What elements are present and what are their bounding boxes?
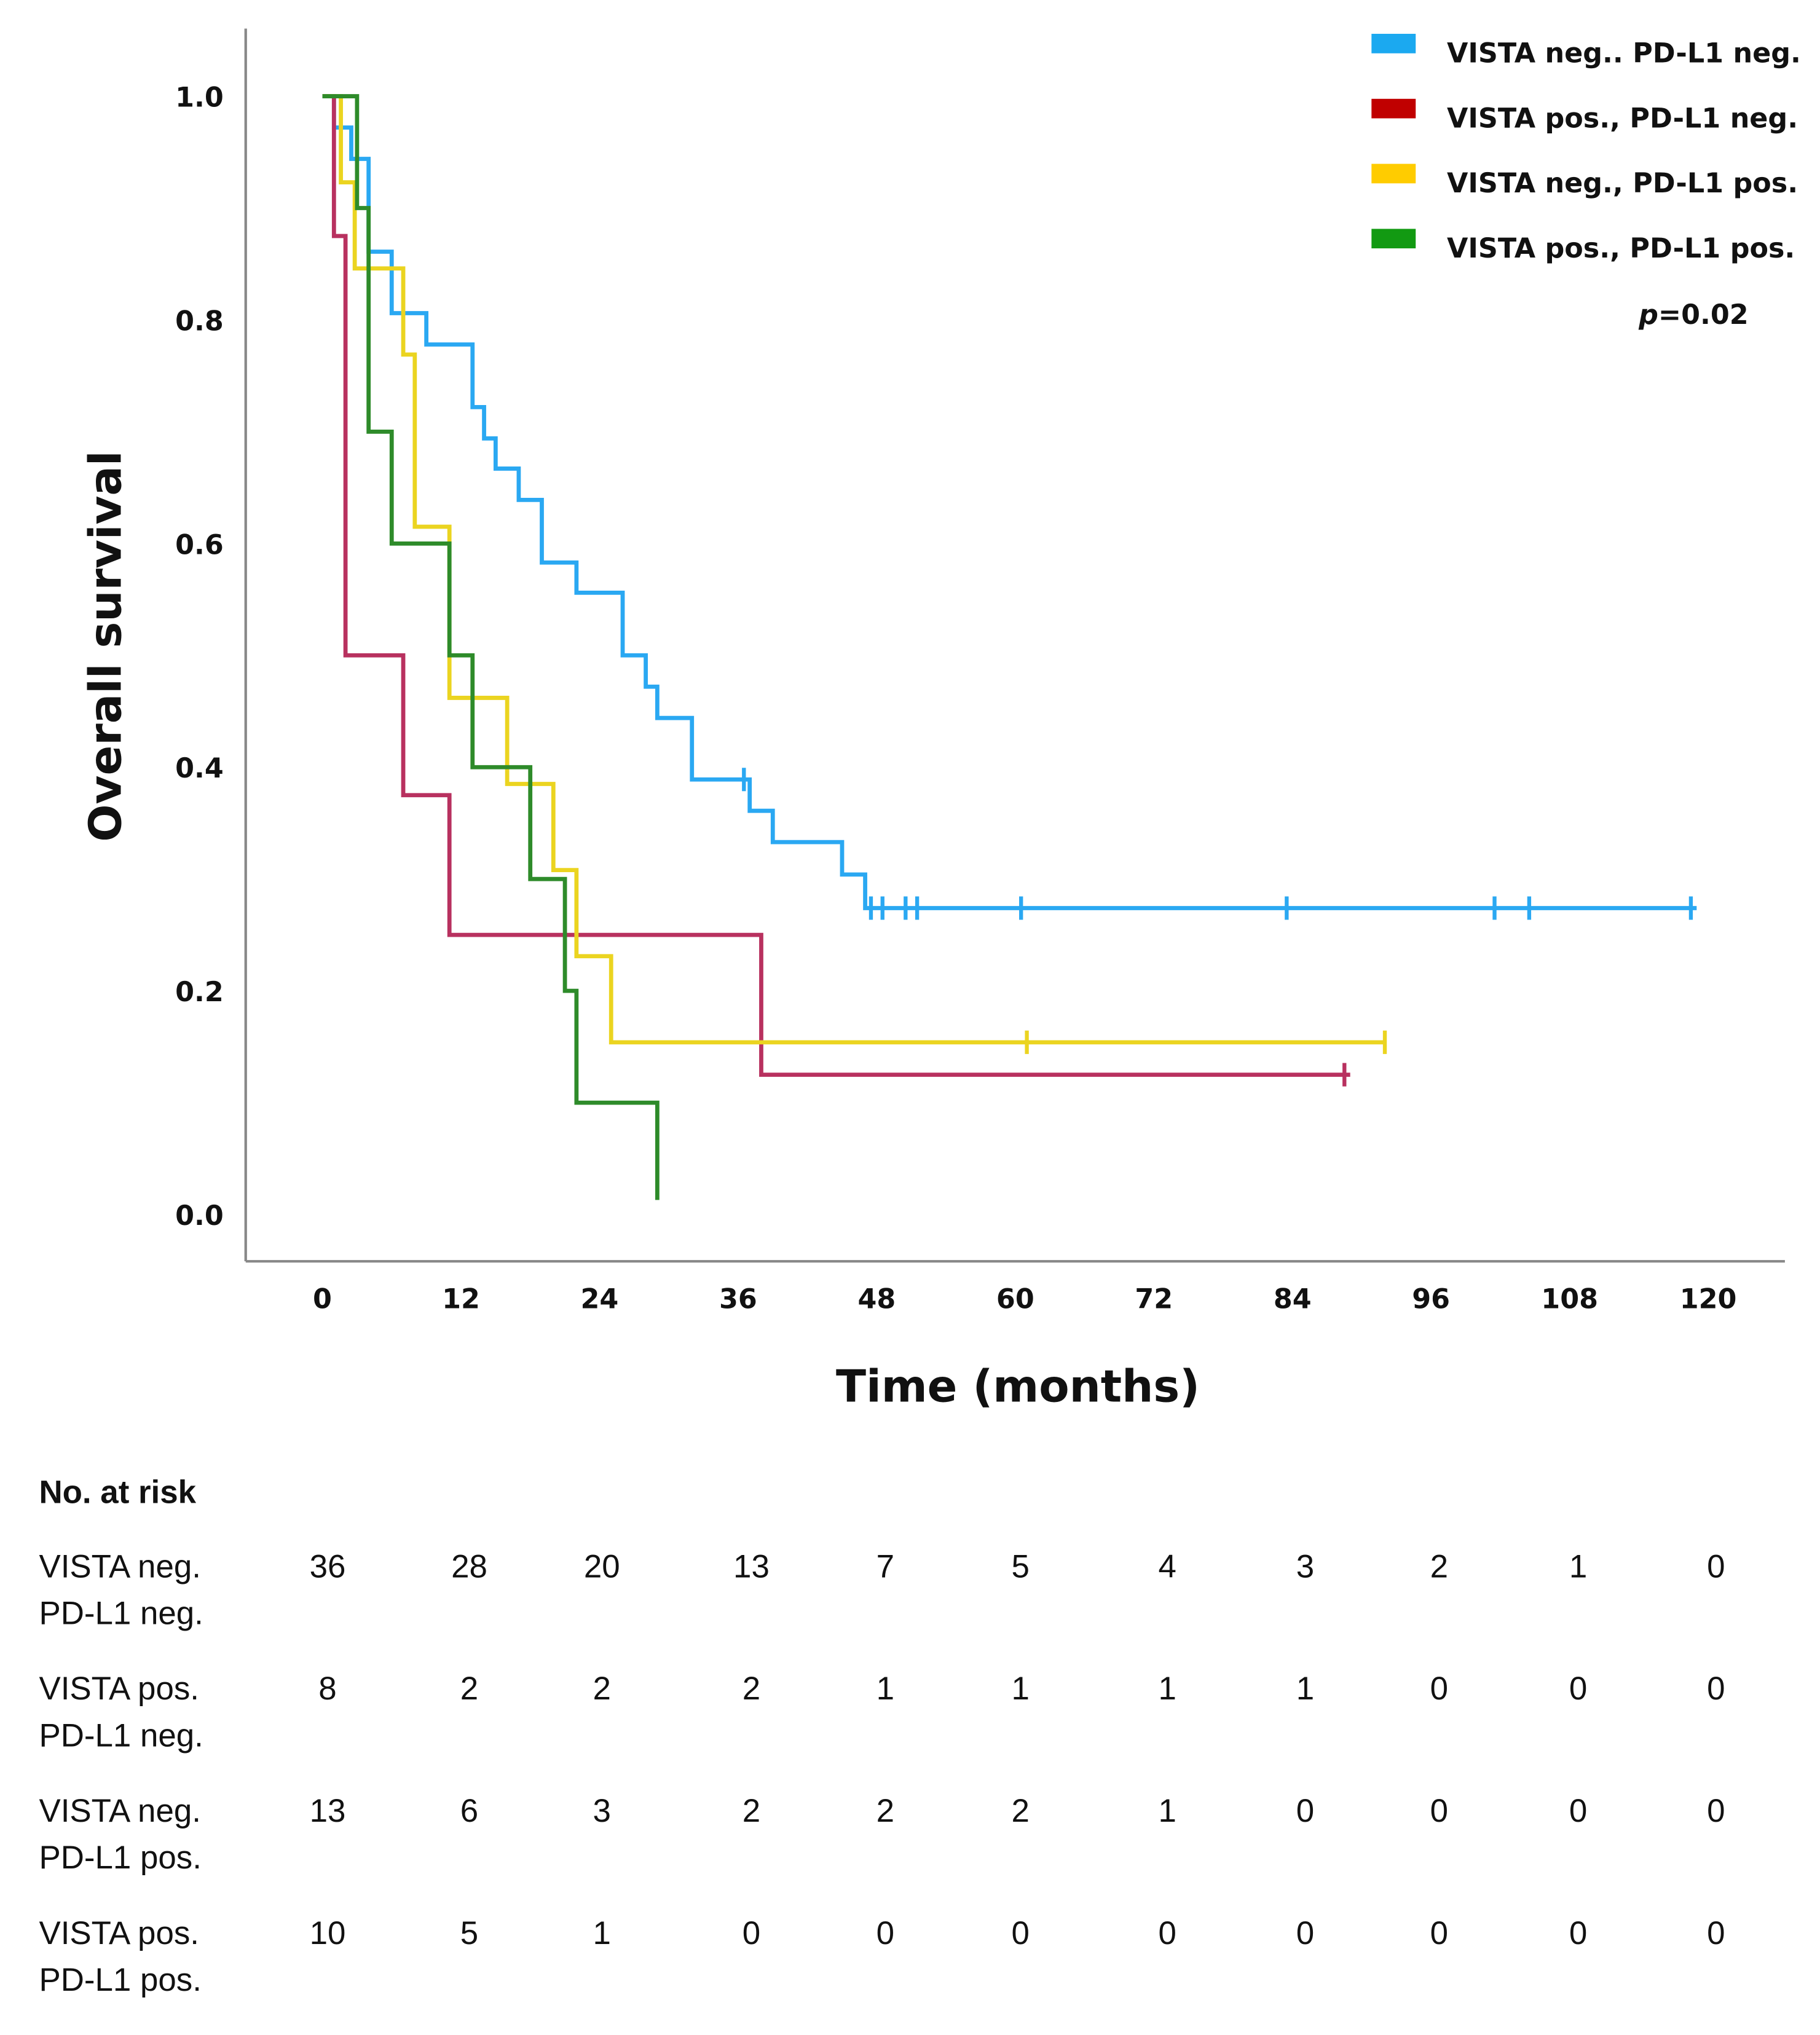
p-value: p=0.02 [1638, 299, 1749, 331]
risk-count: 1 [593, 1915, 611, 1951]
survival-curve-series-3 [322, 94, 1385, 1045]
risk-count: 0 [1707, 1548, 1725, 1584]
risk-count: 2 [1012, 1793, 1030, 1829]
risk-count: 36 [310, 1548, 346, 1584]
risk-count: 5 [1012, 1548, 1030, 1584]
risk-count: 3 [593, 1793, 611, 1829]
risk-count: 2 [743, 1793, 760, 1829]
x-tick-label: 108 [1541, 1283, 1598, 1315]
risk-count: 10 [310, 1915, 346, 1951]
risk-count: 1 [877, 1671, 894, 1707]
legend-swatch [1371, 34, 1416, 53]
legend-label: VISTA pos., PD-L1 neg. [1447, 103, 1798, 134]
y-tick-label: 0.2 [175, 977, 224, 1008]
risk-count: 2 [460, 1671, 478, 1707]
risk-row-label: VISTA pos. [39, 1671, 199, 1707]
risk-table: No. at risk VISTA neg.PD-L1 neg.36 28 20 13… [39, 1474, 1725, 1998]
x-tick-label: 0 [313, 1283, 332, 1315]
risk-count: 0 [743, 1915, 760, 1951]
survival-curve-series-4 [322, 94, 660, 1200]
risk-count: 13 [733, 1548, 770, 1584]
risk-count: 0 [1430, 1671, 1448, 1707]
x-tick-label: 120 [1680, 1283, 1737, 1315]
risk-row-label: VISTA pos. [39, 1915, 199, 1951]
risk-count: 4 [1159, 1548, 1176, 1584]
risk-count: 0 [1707, 1671, 1725, 1707]
legend: VISTA neg.. PD-L1 neg. VISTA pos., PD-L1 … [1371, 34, 1801, 264]
p-value-number: =0.02 [1658, 299, 1749, 331]
risk-count: 0 [1430, 1915, 1448, 1951]
x-tick-label: 72 [1135, 1283, 1173, 1315]
risk-count: 2 [593, 1671, 611, 1707]
survival-curve-series-1 [322, 94, 1697, 910]
risk-count: 13 [310, 1793, 346, 1829]
y-tick-label: 0.4 [175, 753, 224, 784]
y-axis-label: Overall survival [80, 451, 132, 841]
x-tick-label: 84 [1274, 1283, 1312, 1315]
risk-count: 2 [743, 1671, 760, 1707]
risk-count: 28 [451, 1548, 487, 1584]
risk-count: 1 [1159, 1671, 1176, 1707]
risk-row-label: PD-L1 pos. [39, 1840, 201, 1876]
risk-count: 1 [1296, 1671, 1314, 1707]
risk-count: 0 [1012, 1915, 1030, 1951]
risk-row-label: PD-L1 neg. [39, 1595, 203, 1631]
y-tick-label: 0.6 [175, 529, 224, 561]
risk-row-label: VISTA neg. [39, 1793, 201, 1829]
risk-count: 0 [1430, 1793, 1448, 1829]
risk-count: 8 [318, 1671, 336, 1707]
risk-count: 0 [1569, 1915, 1587, 1951]
p-value-symbol: p [1638, 299, 1658, 331]
x-tick-label: 36 [719, 1283, 757, 1315]
risk-count: 0 [1296, 1915, 1314, 1951]
x-tick-label: 12 [442, 1283, 480, 1315]
risk-count: 7 [877, 1548, 894, 1584]
risk-count: 6 [460, 1793, 478, 1829]
x-tick-label: 96 [1412, 1283, 1450, 1315]
y-tick-label: 0.0 [175, 1200, 224, 1232]
x-tick-label: 60 [996, 1283, 1034, 1315]
risk-count: 2 [877, 1793, 894, 1829]
risk-count: 2 [1430, 1548, 1448, 1584]
legend-label: VISTA pos., PD-L1 pos. [1447, 233, 1795, 264]
legend-swatch [1371, 229, 1416, 249]
risk-row-label: PD-L1 neg. [39, 1717, 203, 1754]
x-axis-label: Time (months) [836, 1361, 1200, 1412]
risk-count: 0 [1296, 1793, 1314, 1829]
y-tick-label: 1.0 [175, 82, 224, 113]
risk-row-label: VISTA neg. [39, 1548, 201, 1584]
x-tick-label: 24 [581, 1283, 619, 1315]
legend-label: VISTA neg.. PD-L1 neg. [1447, 38, 1801, 69]
risk-count: 0 [1569, 1793, 1587, 1829]
risk-count: 1 [1569, 1548, 1587, 1584]
y-tick-label: 0.8 [175, 305, 224, 337]
risk-count: 0 [1159, 1915, 1176, 1951]
risk-table-title: No. at risk [39, 1474, 196, 1511]
legend-swatch [1371, 163, 1416, 184]
risk-count: 20 [584, 1548, 620, 1584]
risk-count: 0 [1707, 1915, 1725, 1951]
legend-label: VISTA neg., PD-L1 pos. [1447, 168, 1798, 199]
risk-count: 0 [1707, 1793, 1725, 1829]
risk-count: 0 [1569, 1671, 1587, 1707]
risk-count: 5 [460, 1915, 478, 1951]
x-tick-label: 48 [857, 1283, 896, 1315]
legend-swatch [1371, 98, 1416, 119]
survival-curve-series-2 [322, 94, 1350, 1077]
risk-count: 0 [877, 1915, 894, 1951]
risk-count: 1 [1159, 1793, 1176, 1829]
risk-count: 3 [1296, 1548, 1314, 1584]
risk-count: 1 [1012, 1671, 1030, 1707]
risk-row-label: PD-L1 pos. [39, 1962, 201, 1998]
